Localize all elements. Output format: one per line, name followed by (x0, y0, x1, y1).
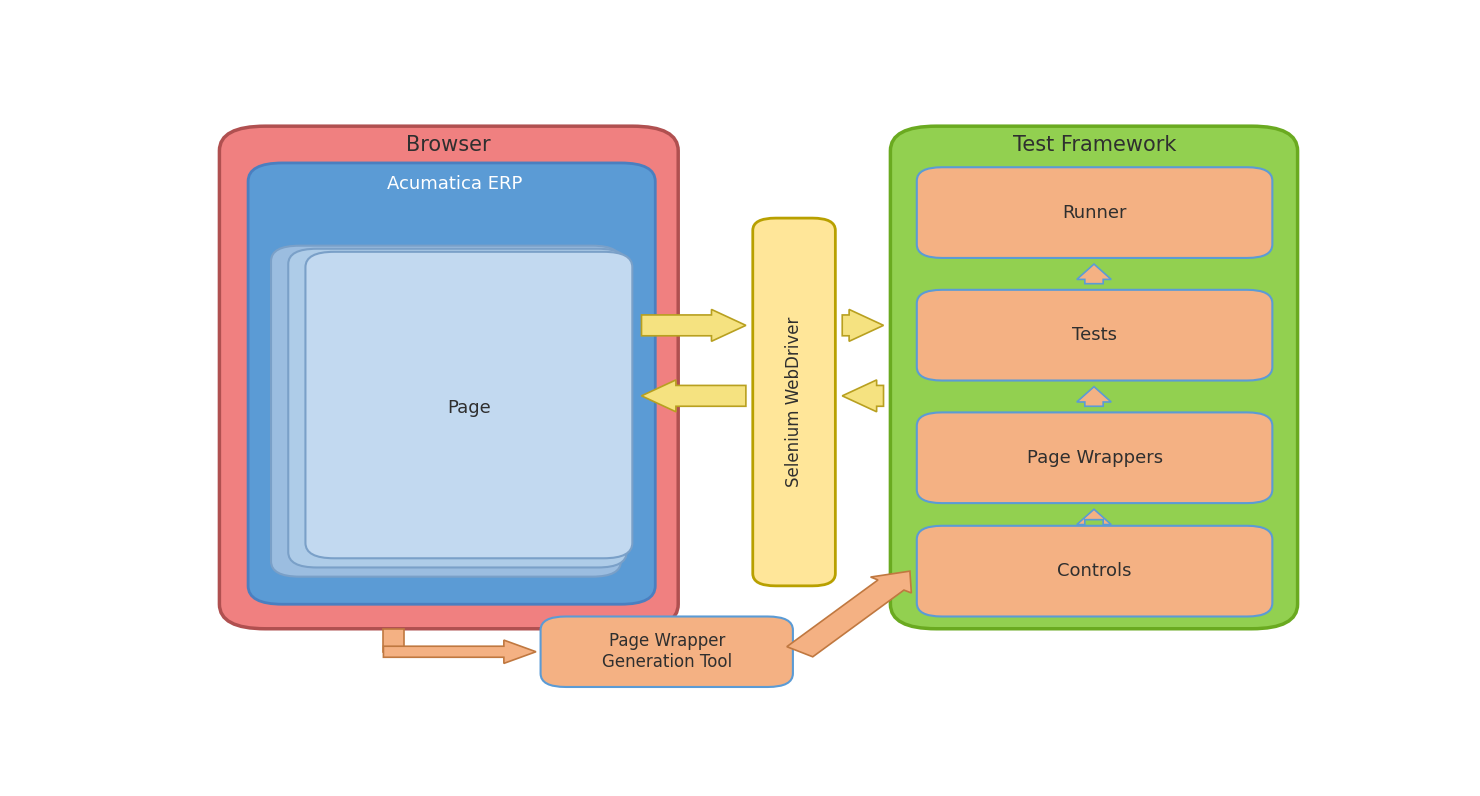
FancyBboxPatch shape (289, 248, 626, 568)
FancyArrow shape (383, 629, 404, 652)
Text: Runner: Runner (1063, 204, 1126, 221)
Text: Controls: Controls (1057, 562, 1132, 580)
Text: Browser: Browser (407, 135, 491, 154)
Text: Acumatica ERP: Acumatica ERP (386, 175, 522, 193)
Text: Test Framework: Test Framework (1012, 135, 1177, 154)
Text: Page Wrapper
Generation Tool: Page Wrapper Generation Tool (602, 632, 731, 671)
FancyBboxPatch shape (916, 412, 1273, 503)
Text: Page: Page (447, 399, 491, 417)
Text: Selenium WebDriver: Selenium WebDriver (784, 317, 804, 487)
FancyBboxPatch shape (249, 163, 656, 604)
FancyArrow shape (1077, 264, 1111, 283)
FancyBboxPatch shape (219, 127, 678, 629)
FancyBboxPatch shape (916, 526, 1273, 616)
FancyArrow shape (383, 640, 536, 663)
FancyBboxPatch shape (753, 218, 835, 586)
Text: Page Wrappers: Page Wrappers (1027, 449, 1163, 466)
FancyBboxPatch shape (916, 167, 1273, 258)
FancyBboxPatch shape (271, 246, 622, 576)
FancyBboxPatch shape (540, 616, 793, 687)
FancyArrow shape (1077, 509, 1111, 525)
FancyBboxPatch shape (916, 290, 1273, 380)
FancyBboxPatch shape (305, 252, 632, 558)
FancyArrow shape (641, 380, 746, 412)
FancyArrow shape (787, 572, 912, 657)
Text: Tests: Tests (1072, 326, 1117, 344)
FancyArrow shape (1077, 387, 1111, 406)
FancyArrow shape (842, 380, 884, 412)
FancyArrow shape (641, 310, 746, 341)
FancyArrow shape (842, 310, 884, 341)
FancyBboxPatch shape (891, 127, 1298, 629)
